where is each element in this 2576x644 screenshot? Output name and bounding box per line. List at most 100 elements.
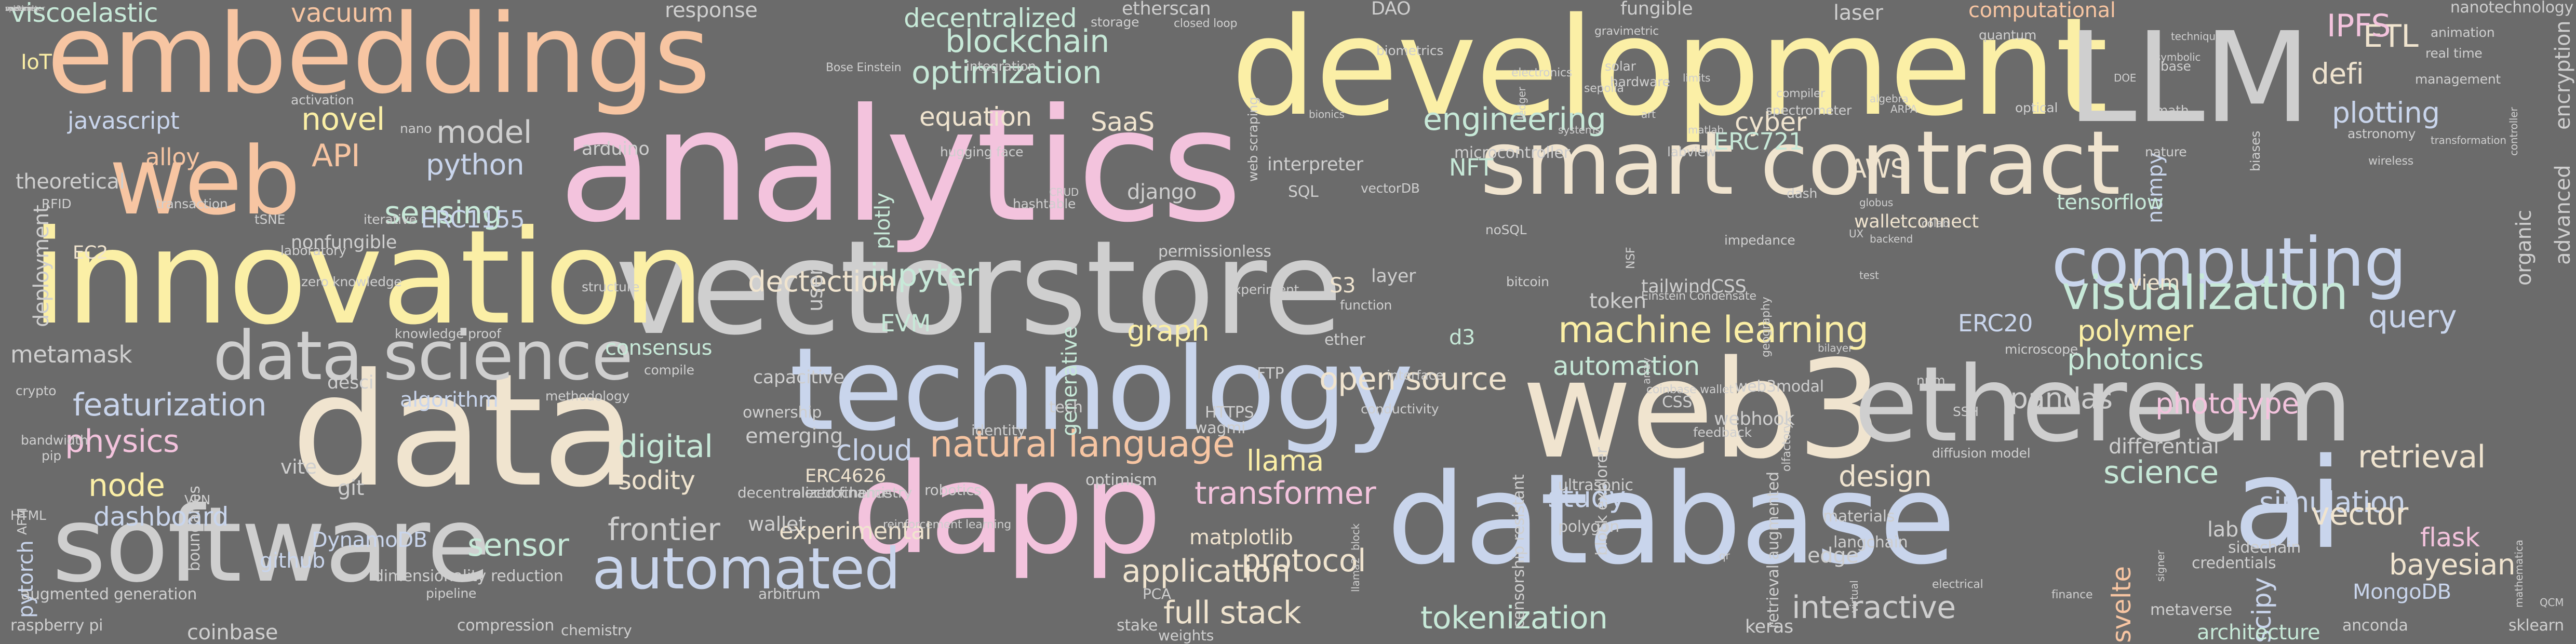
word-novel: novel xyxy=(301,101,385,138)
word-django: django xyxy=(1127,180,1197,204)
word-ftp: FTP xyxy=(1257,365,1284,383)
word-anconda: anconda xyxy=(2342,616,2408,635)
word-optimization: optimization xyxy=(911,55,1102,91)
word-sensor: sensor xyxy=(467,527,569,564)
word-sidechain: sidechain xyxy=(2228,539,2301,557)
word-web3modal: web3modal xyxy=(1735,378,1824,396)
word-metaverse: metaverse xyxy=(2150,601,2232,619)
word-pandas: pandas xyxy=(2010,382,2113,415)
word-python: python xyxy=(426,148,525,181)
word-backend: backend xyxy=(1870,233,1913,245)
word-storage: storage xyxy=(1091,15,1139,30)
word-raspberry-pi: raspberry pi xyxy=(10,616,103,635)
word-etl: ETL xyxy=(2363,18,2419,55)
word-desci: desci xyxy=(327,372,374,393)
word-management: management xyxy=(2415,72,2501,87)
word-afm: AFM xyxy=(15,507,30,535)
word-phototype: phototype xyxy=(2155,387,2299,420)
word-real-time: real time xyxy=(2425,46,2483,61)
word-ethereum: ethereum xyxy=(1854,344,2353,465)
word-analytics: analytics xyxy=(558,75,1242,257)
word-soldering: soldering xyxy=(5,5,38,13)
word-computational: computational xyxy=(1968,0,2116,22)
word-algorithm: algorithm xyxy=(400,388,499,412)
word-ether: ether xyxy=(1324,331,1365,349)
word-vectordb: vectorDB xyxy=(1361,181,1420,196)
word-bayesian: bayesian xyxy=(2389,548,2516,581)
word-dectection: dectection xyxy=(748,265,896,298)
word-stake: stake xyxy=(1117,616,1158,635)
word-hugging-face: hugging face xyxy=(940,144,1024,159)
word-software: software xyxy=(52,485,491,606)
word-identity: identity xyxy=(971,422,1026,439)
word-gravimetric: gravimetric xyxy=(1594,25,1659,38)
word-innovation: innovation xyxy=(31,202,705,353)
word-multimeter: multimeter xyxy=(5,5,45,13)
word-wallet: wallet xyxy=(748,513,806,535)
word-visualization: visualization xyxy=(2062,266,2348,320)
word-electrical: electrical xyxy=(1932,578,1983,591)
word-materials: materials xyxy=(1823,507,1895,526)
word-retrieval-augmented: retrieval augmented xyxy=(1764,472,1782,628)
word-web: web xyxy=(109,127,301,236)
word-astronomy: astronomy xyxy=(2347,126,2416,141)
word-doe: DOE xyxy=(2114,72,2137,84)
word-ec2: EC2 xyxy=(73,243,108,263)
word-transaction: transaction xyxy=(156,196,228,211)
word-dimensionality-reduction: dimensionality reduction xyxy=(374,567,564,585)
word-methodology: methodology xyxy=(545,388,629,404)
word-data-science: data science xyxy=(213,316,633,395)
word-vacuum: vacuum xyxy=(291,0,393,28)
word-https: HTTPS xyxy=(1205,404,1254,422)
word-polygon: polygon xyxy=(1558,518,1619,536)
word-wireless: wireless xyxy=(2368,155,2414,168)
word-nanotechnology: nanotechnology xyxy=(2450,0,2573,17)
word-tech: tech xyxy=(1049,398,1083,417)
word-simulation: simulation xyxy=(2259,486,2406,519)
word-activation: activation xyxy=(291,92,354,108)
word-sensing: sensing xyxy=(384,195,502,231)
word-conductivity: conductivity xyxy=(1361,401,1439,417)
word-credentials: credentials xyxy=(2192,554,2276,572)
word-nosql: noSQL xyxy=(1485,222,1527,237)
word-photonics: photonics xyxy=(2067,343,2204,376)
word-art: art xyxy=(1641,108,1656,120)
word-ledger: ledger xyxy=(1515,87,1528,119)
word-cloud: cloud xyxy=(836,434,913,467)
word-pytorch: pytorch xyxy=(14,540,38,618)
word-defi: defi xyxy=(2311,57,2364,90)
word-biases: biases xyxy=(2248,130,2263,171)
word-ultrasonic: ultrasonic xyxy=(1558,476,1633,494)
word-erc1155: ERC1155 xyxy=(421,206,525,233)
word-emerging: emerging xyxy=(745,424,843,448)
word-microcontroller: microcontroller xyxy=(1454,144,1570,162)
word-compiler: compiler xyxy=(1776,87,1825,100)
word-fungible: fungible xyxy=(1620,0,1693,19)
word-llama: llama xyxy=(1246,444,1324,477)
word-vpn: VPN xyxy=(184,492,211,507)
word-engineering: engineering xyxy=(1423,101,1606,138)
word-math: math xyxy=(2155,103,2189,118)
word-iterative: iterative xyxy=(364,212,417,227)
word-css: CSS xyxy=(1662,393,1693,411)
word-globus: globus xyxy=(1859,196,1894,209)
word-architecture: architecture xyxy=(2197,621,2320,644)
word-technology: technology xyxy=(789,323,1414,456)
word-hardware: hardware xyxy=(1610,74,1670,89)
word-edge: edge xyxy=(1807,544,1859,568)
word-interface: interface xyxy=(1387,368,1444,383)
word-webhook: webhook xyxy=(1714,409,1795,430)
word-llm: LLM xyxy=(2067,5,2311,151)
word-web-scraping: web scraping xyxy=(1245,97,1260,182)
word-labview: labview xyxy=(1667,144,1716,159)
word-compile: compile xyxy=(644,363,694,378)
word-crud: CRUD xyxy=(1049,186,1079,198)
word-nonfungible: nonfungible xyxy=(291,232,397,253)
word-knowledge-proof: knowledge proof xyxy=(395,326,501,341)
word-dynamodb: DynamoDB xyxy=(312,528,427,552)
word-integration: integration xyxy=(966,59,1036,74)
word-nano: nano xyxy=(400,121,432,136)
word-ownership: ownership xyxy=(743,404,822,422)
word-feedback: feedback xyxy=(1693,425,1752,440)
word-vite: vite xyxy=(280,455,317,478)
